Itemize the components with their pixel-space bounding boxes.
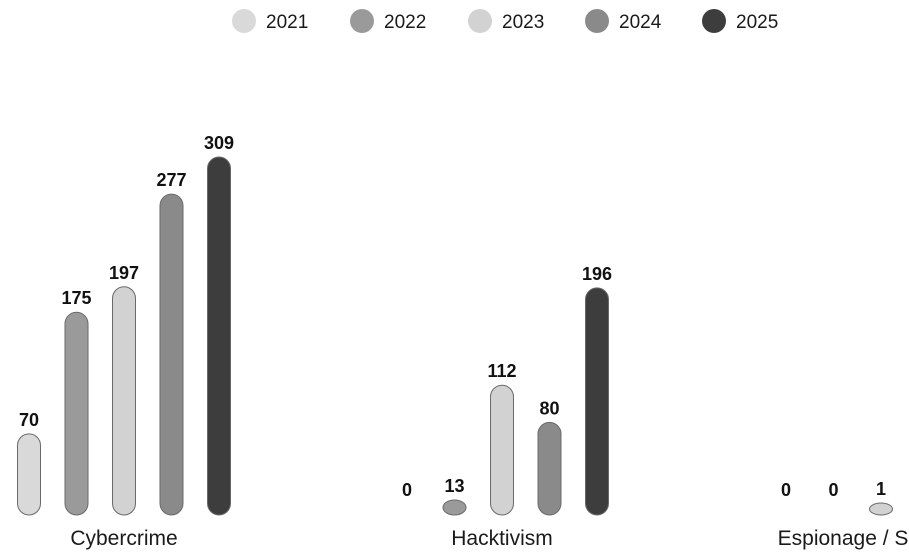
legend-label-2022: 2022 [384, 12, 426, 33]
value-label-cybercrime-2024: 277 [156, 170, 186, 190]
legend-swatch-2025 [702, 9, 726, 33]
bars-area [17, 156, 893, 516]
bar-hacktivism-2024 [537, 421, 562, 516]
legend-swatch-2024 [585, 9, 609, 33]
value-label-hacktivism-2023: 112 [487, 361, 516, 381]
value-label-hacktivism-2022: 13 [444, 476, 464, 496]
bar-cybercrime-2022 [64, 311, 89, 516]
bar-espionage-sabotage-2023 [869, 502, 893, 516]
value-label-hacktivism-2025: 196 [582, 264, 612, 284]
legend-label-2025: 2025 [736, 12, 778, 33]
legend-label-2023: 2023 [502, 12, 544, 33]
value-label-espionage-sabotage-2021: 0 [781, 480, 791, 500]
legend-swatch-2022 [350, 9, 374, 33]
chart-legend: 2021 2022 2023 2024 2025 [232, 9, 778, 33]
category-label-hacktivism: Hacktivism [451, 527, 553, 550]
value-label-cybercrime-2022: 175 [61, 288, 91, 308]
value-label-cybercrime-2023: 197 [109, 263, 139, 283]
legend-swatch-2023 [468, 9, 492, 33]
value-label-espionage-sabotage-2023: 1 [876, 479, 886, 499]
value-label-hacktivism-2021: 0 [402, 480, 412, 500]
category-label-espionage-sabotage: Espionage / Sabotage [778, 527, 909, 550]
legend-swatch-2021 [232, 9, 256, 33]
bar-hacktivism-2023 [490, 384, 514, 516]
bar-hacktivism-2025 [585, 287, 609, 516]
value-label-hacktivism-2024: 80 [539, 398, 559, 418]
value-label-cybercrime-2025: 309 [204, 133, 234, 153]
bar-cybercrime-2021 [17, 433, 41, 516]
bar-hacktivism-2022 [442, 499, 467, 516]
bar-cybercrime-2023 [112, 286, 136, 516]
legend-label-2024: 2024 [619, 12, 662, 33]
legend-label-2021: 2021 [266, 12, 308, 33]
value-label-espionage-sabotage-2022: 0 [828, 480, 838, 500]
bar-cybercrime-2024 [159, 193, 184, 516]
category-labels: Cybercrime Hacktivism Espionage / Sabotage [70, 527, 909, 550]
category-label-cybercrime: Cybercrime [70, 527, 177, 550]
value-label-cybercrime-2021: 70 [19, 410, 39, 430]
value-labels: 701751972773090131128019600102 [19, 133, 886, 500]
bar-cybercrime-2025 [207, 156, 231, 516]
